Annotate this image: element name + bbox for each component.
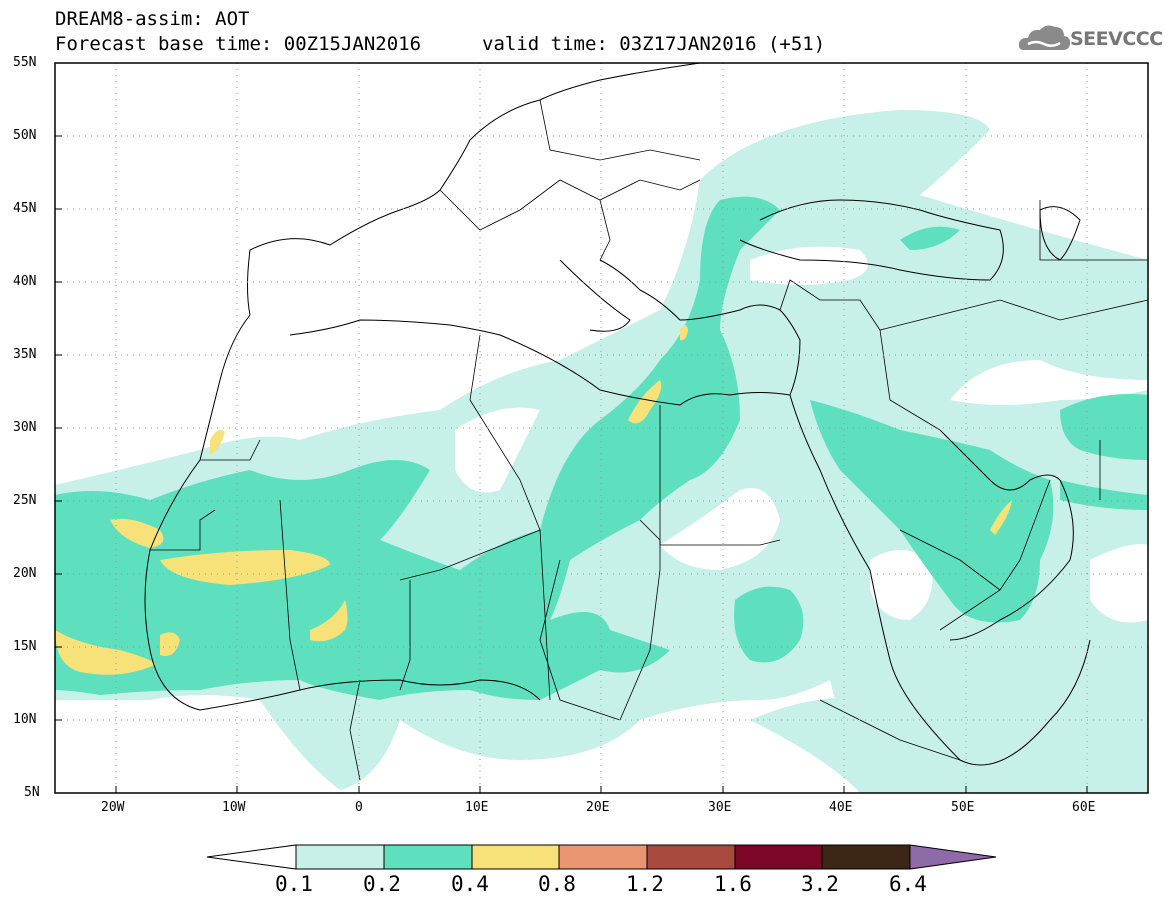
colorbar-label: 1.6: [714, 872, 752, 896]
lat-label: 20N: [13, 566, 37, 581]
borders: [150, 99, 1148, 781]
colorbar-label: 0.8: [538, 872, 576, 896]
lon-label: 10E: [465, 800, 489, 815]
colorbar: [206, 844, 997, 870]
lon-label: 60E: [1072, 800, 1096, 815]
lat-label: 25N: [13, 493, 37, 508]
map-title: DREAM8-assim: AOT: [55, 8, 250, 30]
colorbar-bin-3: [471, 844, 560, 870]
colorbar-label: 0.1: [275, 872, 313, 896]
colorbar-label: 3.2: [801, 872, 839, 896]
lat-label: 30N: [13, 420, 37, 435]
coastlines: [144, 63, 1091, 766]
lon-label: 50E: [951, 800, 975, 815]
colorbar-label: 1.2: [626, 872, 664, 896]
colorbar-under-arrow: [206, 844, 297, 870]
lat-label: 55N: [13, 55, 37, 70]
lon-label: 40E: [829, 800, 853, 815]
lat-label: 10N: [13, 712, 37, 727]
lon-label: 20E: [586, 800, 610, 815]
forecast-base-time: Forecast base time: 00Z15JAN2016: [55, 33, 422, 55]
logo-text: SEEVCCC: [1070, 28, 1163, 50]
lon-label: 20W: [101, 800, 125, 815]
colorbar-bin-4: [558, 844, 648, 870]
colorbar-bin-6: [734, 844, 823, 870]
valid-time: valid time: 03Z17JAN2016 (+51): [482, 33, 826, 55]
lon-label: 10W: [222, 800, 246, 815]
colorbar-label: 0.2: [363, 872, 401, 896]
axis-ticks: [55, 62, 1088, 794]
lat-label: 5N: [24, 785, 40, 800]
lon-label: 0: [355, 800, 363, 815]
lat-label: 45N: [13, 201, 37, 216]
lat-label: 50N: [13, 128, 37, 143]
colorbar-label: 0.4: [451, 872, 489, 896]
colorbar-over-arrow: [909, 844, 997, 870]
aot-field: [55, 63, 1148, 793]
lat-label: 40N: [13, 274, 37, 289]
colorbar-label: 6.4: [889, 872, 927, 896]
cloud-logo-icon: [1018, 25, 1071, 50]
lat-label: 15N: [13, 639, 37, 654]
lat-label: 35N: [13, 347, 37, 362]
lon-label: 30E: [708, 800, 732, 815]
colorbar-bin-1: [295, 844, 385, 870]
grid-lines: [55, 63, 1148, 793]
colorbar-bin-7: [821, 844, 911, 870]
colorbar-bin-2: [383, 844, 473, 870]
colorbar-bin-5: [646, 844, 736, 870]
